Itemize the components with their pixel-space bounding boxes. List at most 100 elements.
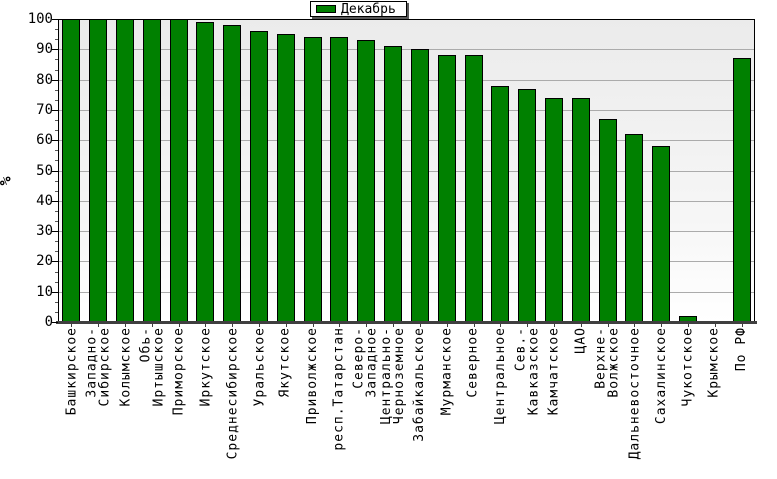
- x-category-label: Иркутское: [198, 327, 213, 407]
- x-category-label: Сахалинское: [654, 327, 669, 425]
- bar: [223, 25, 241, 322]
- legend: Декабрь: [310, 1, 407, 17]
- x-tick: [474, 323, 475, 327]
- x-tick: [125, 323, 126, 327]
- x-category-label: Северное: [466, 327, 481, 398]
- bar: [277, 34, 295, 322]
- y-minor-tick: [55, 120, 58, 121]
- bar: [518, 89, 536, 322]
- y-tick: [52, 292, 58, 293]
- x-category-label: Уральское: [252, 327, 267, 407]
- y-tick: [52, 49, 58, 50]
- y-tick: [52, 140, 58, 141]
- bar: [143, 19, 161, 322]
- y-minor-tick: [55, 191, 58, 192]
- x-category-label: Северо- Западное: [352, 327, 380, 398]
- x-category-label: Дальневосточное: [627, 327, 642, 460]
- y-tick: [52, 261, 58, 262]
- x-category-label: респ.Татарстан: [332, 327, 347, 451]
- x-tick: [661, 323, 662, 327]
- x-tick: [608, 323, 609, 327]
- y-tick-label: 10: [36, 284, 53, 300]
- bar: [357, 40, 375, 322]
- bar: [491, 86, 509, 322]
- x-tick: [581, 323, 582, 327]
- bar: [438, 55, 456, 322]
- y-minor-tick: [55, 241, 58, 242]
- y-tick-label: 0: [44, 314, 53, 330]
- legend-label: Декабрь: [341, 1, 396, 17]
- bar: [116, 19, 134, 322]
- bar: [545, 98, 563, 322]
- y-minor-tick: [55, 59, 58, 60]
- legend-swatch-icon: [316, 5, 336, 13]
- y-minor-tick: [55, 150, 58, 151]
- y-minor-tick: [55, 211, 58, 212]
- gridline: [59, 49, 754, 50]
- y-minor-tick: [55, 70, 58, 71]
- gridline: [59, 140, 754, 141]
- y-tick: [52, 322, 58, 323]
- y-minor-tick: [55, 221, 58, 222]
- x-tick: [313, 323, 314, 327]
- y-minor-tick: [55, 29, 58, 30]
- bar: [170, 19, 188, 322]
- y-tick: [52, 171, 58, 172]
- x-category-label: Колымское: [118, 327, 133, 407]
- bar: [62, 19, 80, 322]
- x-category-label: Чукотское: [680, 327, 695, 407]
- x-category-label: Обь- Иртышское: [138, 327, 166, 407]
- gridline: [59, 231, 754, 232]
- y-tick: [52, 231, 58, 232]
- y-tick-label: 30: [36, 223, 53, 239]
- gridline: [59, 80, 754, 81]
- x-tick: [500, 323, 501, 327]
- y-minor-tick: [55, 160, 58, 161]
- x-tick: [527, 323, 528, 327]
- bar: [304, 37, 322, 322]
- bar: [196, 22, 214, 322]
- y-tick-label: 50: [36, 163, 53, 179]
- bar: [465, 55, 483, 322]
- gridline: [59, 261, 754, 262]
- bar: [625, 134, 643, 322]
- y-tick-label: 40: [36, 193, 53, 209]
- x-category-label: По РФ: [734, 327, 749, 372]
- bar: [652, 146, 670, 322]
- y-minor-tick: [55, 251, 58, 252]
- y-tick: [52, 110, 58, 111]
- x-category-label: Забайкальское: [412, 327, 427, 442]
- bar: [599, 119, 617, 322]
- y-axis-title: %: [0, 176, 15, 185]
- x-category-label: Камчатское: [546, 327, 561, 416]
- y-minor-tick: [55, 282, 58, 283]
- x-category-label: Центрально- Черноземное: [379, 327, 407, 425]
- x-tick: [634, 323, 635, 327]
- bar: [250, 31, 268, 322]
- y-minor-tick: [55, 39, 58, 40]
- y-tick-label: 20: [36, 253, 53, 269]
- x-tick: [715, 323, 716, 327]
- x-tick: [179, 323, 180, 327]
- y-tick-label: 60: [36, 132, 53, 148]
- x-tick: [420, 323, 421, 327]
- bar: [733, 58, 751, 322]
- bar: [330, 37, 348, 322]
- x-tick: [366, 323, 367, 327]
- gridline: [59, 110, 754, 111]
- x-category-label: Среднесибирское: [225, 327, 240, 460]
- bar: [411, 49, 429, 322]
- x-tick: [554, 323, 555, 327]
- x-category-label: Сев.- Кавказское: [513, 327, 541, 416]
- x-tick: [339, 323, 340, 327]
- y-minor-tick: [55, 312, 58, 313]
- x-axis-line: [56, 321, 757, 324]
- x-category-label: Башкирское: [64, 327, 79, 416]
- x-category-label: Крымское: [707, 327, 722, 398]
- x-tick: [259, 323, 260, 327]
- gridline: [59, 201, 754, 202]
- y-minor-tick: [55, 90, 58, 91]
- y-minor-tick: [55, 100, 58, 101]
- x-category-label: Якутское: [278, 327, 293, 398]
